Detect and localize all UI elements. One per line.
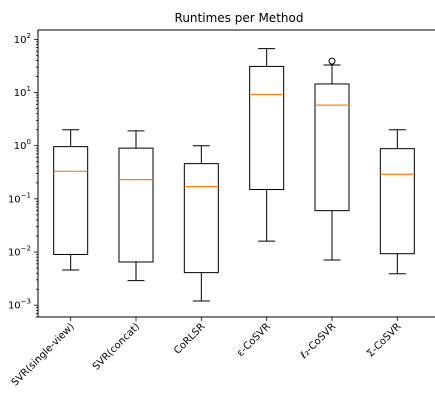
- box-2: [183, 145, 219, 302]
- x-tick-label: ℓ₂-CoSVR: [299, 321, 339, 361]
- x-tick-label: Σ-CoSVR: [365, 321, 403, 359]
- x-tick-label: ε-CoSVR: [235, 321, 273, 359]
- x-tick-label: SVR(concat): [91, 321, 142, 372]
- y-tick-label: 101: [14, 85, 31, 99]
- box-5: [379, 129, 415, 275]
- y-tick-label: 10−1: [8, 191, 31, 205]
- iqr-box: [53, 146, 89, 255]
- iqr-box: [118, 147, 154, 263]
- outlier-point: [328, 57, 336, 65]
- y-tick-label: 10−3: [8, 298, 31, 312]
- x-axis: SVR(single-view) SVR(concat) CoRLSR ε-CoSVR…: [10, 317, 403, 388]
- y-axis: 10−3 10−2 10−1 100 101 102: [8, 32, 38, 318]
- box-3: [249, 48, 285, 242]
- x-tick-label: CoRLSR: [172, 321, 207, 356]
- iqr-box: [314, 83, 350, 212]
- iqr-box: [183, 163, 219, 274]
- y-tick-label: 10−2: [8, 245, 31, 259]
- x-tick-label: SVR(single-view): [10, 321, 77, 388]
- box-1: [118, 130, 154, 282]
- box-4: [314, 57, 350, 261]
- box-series: [53, 48, 415, 302]
- iqr-box: [249, 65, 285, 191]
- y-tick-label: 100: [14, 138, 31, 152]
- chart-title: Runtimes per Method: [175, 11, 304, 25]
- plot-frame: [37, 29, 435, 318]
- box-0: [53, 129, 89, 271]
- iqr-box: [379, 148, 415, 255]
- y-tick-label: 102: [14, 32, 31, 46]
